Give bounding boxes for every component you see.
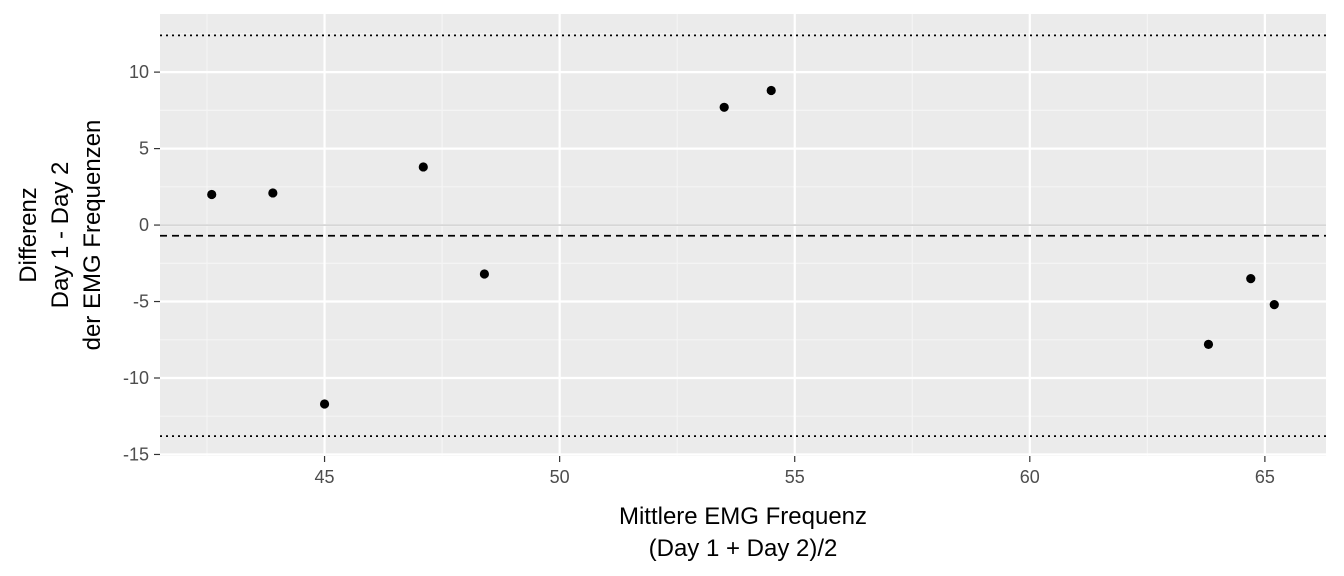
x-tick-label: 45 (315, 467, 335, 487)
data-points (207, 85, 1279, 409)
y-axis-title-line: Differenz (15, 187, 42, 283)
x-axis-title: Mittlere EMG Frequenz (Day 1 + Day 2)/2 (619, 503, 867, 562)
y-axis: -15 -10 -5 0 5 10 (123, 62, 160, 464)
y-tick-label: -10 (123, 368, 149, 388)
y-tick-label: 10 (129, 62, 149, 82)
x-tick-label: 55 (785, 467, 805, 487)
x-tick-label: 50 (550, 467, 570, 487)
y-tick-label: 5 (139, 139, 149, 159)
data-point (1269, 299, 1279, 310)
data-point (418, 162, 428, 172)
data-point (479, 269, 490, 279)
x-axis-title-line: Mittlere EMG Frequenz (619, 503, 867, 530)
x-axis-title-line: (Day 1 + Day 2)/2 (649, 535, 838, 562)
y-tick-label: -5 (133, 292, 149, 312)
data-point (207, 189, 217, 200)
y-tick-label: 0 (139, 215, 149, 235)
data-point (319, 399, 330, 409)
minor-grid (160, 14, 1326, 456)
reference-lines (160, 34, 1326, 438)
x-tick-label: 60 (1020, 467, 1040, 487)
data-point (719, 102, 729, 112)
data-point (766, 85, 776, 96)
x-axis: 45 50 55 60 65 (315, 456, 1275, 487)
x-tick-label: 65 (1255, 467, 1275, 487)
data-point (1246, 273, 1256, 284)
y-tick-label: -15 (123, 444, 149, 464)
y-axis-title-line: Day 1 - Day 2 (47, 162, 74, 309)
y-axis-title-line: der EMG Frequenzen (79, 120, 106, 351)
data-point (268, 188, 278, 198)
y-axis-title: Differenz Day 1 - Day 2 der EMG Frequenzen (15, 120, 106, 351)
data-point (1203, 339, 1214, 349)
